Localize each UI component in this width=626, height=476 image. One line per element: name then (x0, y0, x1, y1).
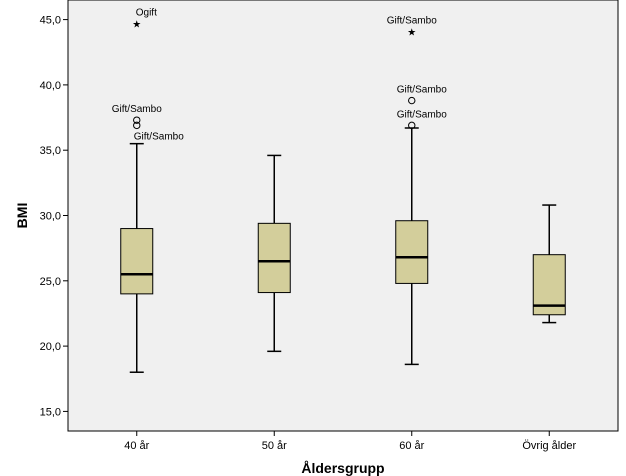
iqr-box (395, 220, 429, 284)
outlier-label: Gift/Sambo (112, 104, 162, 115)
y-tick-label: 35,0 (40, 145, 61, 157)
outlier-point (133, 121, 141, 130)
extreme-point: ★ (132, 20, 141, 31)
y-tick-label: 20,0 (40, 341, 61, 353)
iqr-box (257, 222, 291, 294)
x-tick-label: 40 år (124, 440, 149, 452)
box-2 (257, 154, 291, 353)
outlier-label: Gift/Sambo (134, 131, 184, 142)
iqr-box (120, 228, 154, 295)
outlier-point (408, 121, 416, 130)
outlier-label: Gift/Sambo (397, 109, 447, 120)
y-axis: 15,0 20,0 25,0 30,0 35,0 40,0 45,0 (40, 15, 68, 418)
x-tick-label: 60 år (399, 440, 424, 452)
x-tick-label: Övrig ålder (522, 440, 576, 452)
x-axis-title: Åldersgrupp (301, 460, 384, 476)
outlier-point (133, 116, 141, 124)
box-1: ★ Gift/Sambo Gift/Sambo Ogift (112, 8, 184, 373)
x-tick-label: 50 år (262, 440, 287, 452)
outlier-label: Gift/Sambo (397, 85, 447, 96)
outlier-point (408, 96, 416, 105)
extreme-point: ★ (407, 27, 416, 38)
y-axis-title: BMI (14, 203, 30, 229)
x-axis: 40 år 50 år 60 år Övrig ålder (124, 431, 576, 452)
outlier-label: Gift/Sambo (387, 15, 437, 26)
y-tick-label: 15,0 (40, 406, 61, 418)
boxes-group: ★Gift/SamboGift/SamboOgift★Gift/SamboGif… (112, 8, 566, 373)
y-tick-label: 30,0 (40, 211, 61, 223)
y-tick-label: 25,0 (40, 276, 61, 288)
y-tick-label: 45,0 (40, 15, 61, 27)
box-4 (532, 204, 566, 324)
y-tick-label: 40,0 (40, 80, 61, 92)
plot-area (67, 0, 619, 432)
outlier-label: Ogift (136, 8, 157, 19)
